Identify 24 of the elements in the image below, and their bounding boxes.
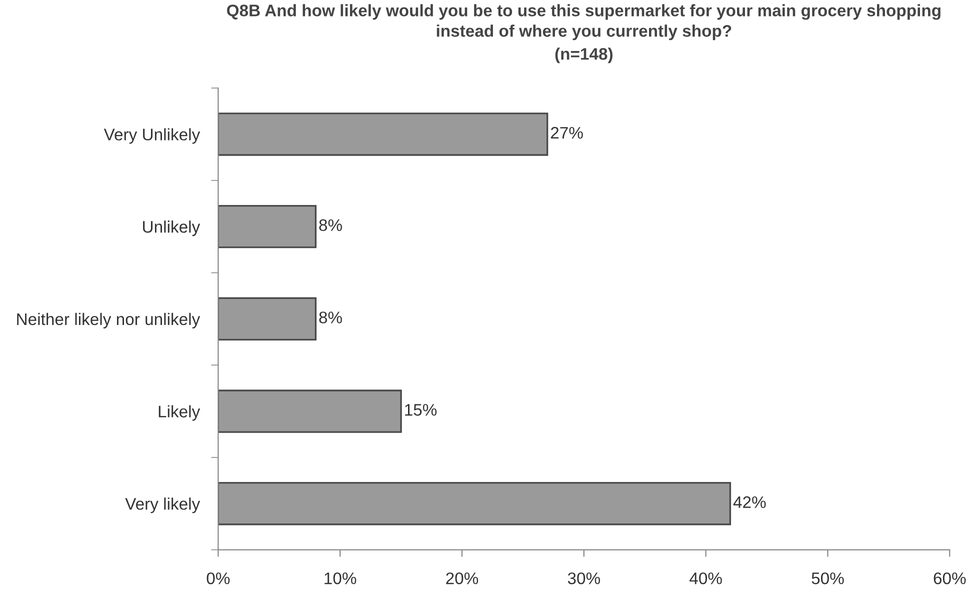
bar xyxy=(218,112,548,156)
bar xyxy=(218,204,317,248)
x-tick-label: 0% xyxy=(206,572,230,584)
data-label: 42% xyxy=(733,496,766,508)
data-label: 15% xyxy=(405,404,437,416)
y-tick-label: Likely xyxy=(158,405,200,421)
x-tick-label: 10% xyxy=(324,572,356,584)
x-tick-label: 40% xyxy=(690,572,722,584)
y-tick-label: Very likely xyxy=(125,498,200,514)
data-label: 27% xyxy=(550,126,583,139)
bar xyxy=(218,482,732,526)
bar xyxy=(218,390,402,433)
x-tick-label: 30% xyxy=(568,572,600,584)
y-tick-label: Neither likely nor unlikely xyxy=(17,312,200,328)
data-label: 8% xyxy=(319,219,342,232)
bar xyxy=(218,297,317,341)
y-tick-label: Very Unlikely xyxy=(104,128,200,144)
data-label: 8% xyxy=(319,312,342,324)
y-tick-label: Unlikely xyxy=(143,220,200,236)
x-tick-label: 60% xyxy=(934,572,966,584)
chart-subtitle: (n=148) xyxy=(555,48,612,64)
x-tick-label: 20% xyxy=(446,572,478,584)
x-tick-label: 50% xyxy=(812,572,844,584)
chart-title: Q8B And how likely would you be to use this supermarket for your main grocery shopping instead of where you currently shop? xyxy=(227,4,940,40)
